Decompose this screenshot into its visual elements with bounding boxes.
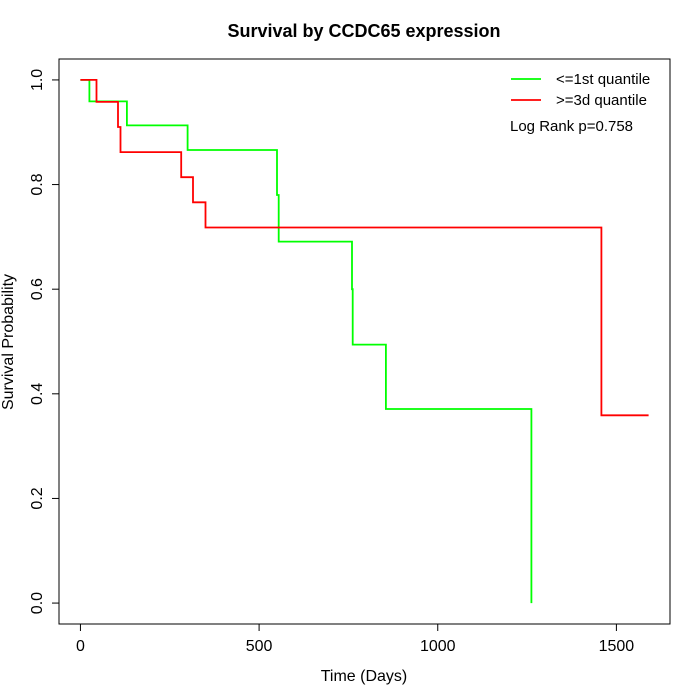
plot-frame <box>58 58 671 625</box>
x-tick-label: 500 <box>246 638 273 655</box>
legend-label: <=1st quantile <box>556 71 650 88</box>
chart-title: Survival by CCDC65 expression <box>227 21 500 41</box>
y-tick-label: 0.0 <box>29 592 46 614</box>
x-axis-label: Time (Days) <box>321 668 408 685</box>
y-tick-label: 0.2 <box>29 487 46 509</box>
series-line-2 <box>80 79 649 417</box>
y-axis: 0.0 0.2 0.4 0.6 0.8 1.0 <box>29 69 60 614</box>
y-tick-label: 0.6 <box>29 278 46 300</box>
legend-label: >=3d quantile <box>556 92 647 109</box>
x-tick-label: 0 <box>76 638 85 655</box>
y-tick-label: 0.4 <box>29 383 46 405</box>
y-tick-label: 0.8 <box>29 173 46 195</box>
y-tick-label: 1.0 <box>29 69 46 91</box>
series-layer <box>80 79 649 604</box>
series-line-1 <box>80 79 533 604</box>
legend: <=1st quantile >=3d quantile <box>511 71 650 109</box>
logrank-annotation: Log Rank p=0.758 <box>510 118 633 135</box>
x-tick-label: 1500 <box>599 638 635 655</box>
y-axis-label: Survival Probability <box>0 274 17 410</box>
x-tick-label: 1000 <box>420 638 456 655</box>
x-axis: 0 500 1000 1500 <box>76 623 635 655</box>
